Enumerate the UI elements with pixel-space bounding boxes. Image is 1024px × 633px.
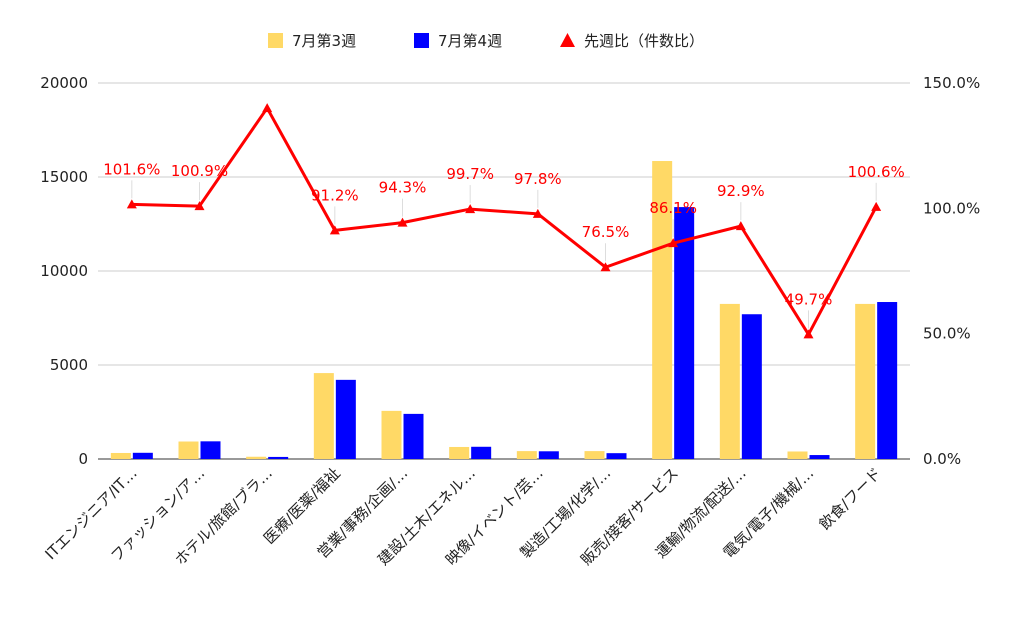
left-tick-label: 15000 xyxy=(40,168,88,186)
bar-week3 xyxy=(584,451,605,459)
bar-week3 xyxy=(313,373,334,459)
ratio-point xyxy=(126,199,137,209)
data-label: 76.5% xyxy=(582,223,630,241)
ratio-point xyxy=(871,201,882,211)
data-label: 99.7% xyxy=(446,165,494,183)
data-label: 94.3% xyxy=(379,179,427,197)
ratio-point xyxy=(668,238,679,248)
data-labels: 101.6% 100.9% 91.2% 94.3% 99.7% 97.8% 76.5% 86.… xyxy=(103,160,905,329)
bar-week3 xyxy=(246,456,267,459)
legend-label-2: 先週比（件数比） xyxy=(584,32,704,50)
legend-label-0: 7月第3週 xyxy=(292,32,356,50)
data-label: 100.9% xyxy=(171,162,228,180)
bar-week4 xyxy=(674,207,695,459)
gridlines xyxy=(98,82,910,460)
legend: 7月第3週 7月第4週 先週比（件数比） xyxy=(268,32,704,50)
bar-week3 xyxy=(110,452,131,459)
legend-swatch-1 xyxy=(414,33,429,48)
x-axis-categories: ITエンジニア/IT…ファッション/ア…ホテル/旅館/ブラ…医療/医薬/福祉営業… xyxy=(42,464,885,569)
bar-week4 xyxy=(877,302,898,459)
bar-week4 xyxy=(403,413,424,459)
ratio-point xyxy=(465,204,476,214)
left-tick-label: 0 xyxy=(78,450,88,468)
bar-week3 xyxy=(787,451,808,459)
legend-label-1: 7月第4週 xyxy=(438,32,502,50)
data-label: 97.8% xyxy=(514,170,562,188)
right-tick-label: 0.0% xyxy=(923,450,961,468)
right-tick-label: 50.0% xyxy=(923,325,971,343)
bar-week4 xyxy=(606,453,627,459)
ratio-line xyxy=(126,103,882,339)
left-tick-label: 20000 xyxy=(40,74,88,92)
bar-week3 xyxy=(178,441,199,459)
bar-week4 xyxy=(132,452,153,459)
right-tick-label: 150.0% xyxy=(923,74,980,92)
left-tick-label: 10000 xyxy=(40,262,88,280)
ratio-point xyxy=(194,201,205,211)
ratio-point xyxy=(329,225,340,235)
ratio-point xyxy=(532,208,543,218)
bar-week3 xyxy=(449,446,470,459)
ratio-point xyxy=(600,262,611,272)
bar-week4 xyxy=(809,455,830,459)
bar-week4 xyxy=(335,379,356,459)
left-tick-label: 5000 xyxy=(50,356,88,374)
ratio-line-path xyxy=(131,106,878,336)
bar-week4 xyxy=(268,456,289,459)
category-label: 飲食/フード xyxy=(816,464,885,533)
data-label: 91.2% xyxy=(311,186,359,204)
data-label: 101.6% xyxy=(103,160,160,178)
right-y-axis: 0.0% 50.0% 100.0% 150.0% xyxy=(923,74,980,468)
bar-week4 xyxy=(471,446,492,459)
ratio-point xyxy=(803,329,814,339)
data-label: 100.6% xyxy=(848,163,905,181)
bar-week4 xyxy=(200,441,221,459)
right-tick-label: 100.0% xyxy=(923,199,980,217)
bars xyxy=(110,161,898,459)
ratio-point xyxy=(397,217,408,227)
data-label: 49.7% xyxy=(785,290,833,308)
legend-marker-2 xyxy=(560,33,575,47)
bar-week4 xyxy=(741,314,762,459)
bar-week3 xyxy=(855,303,876,459)
data-label: 86.1% xyxy=(649,199,697,217)
ratio-point xyxy=(262,103,273,113)
bar-week3 xyxy=(381,410,402,459)
bar-week3 xyxy=(516,451,537,459)
bar-week4 xyxy=(538,451,559,459)
legend-swatch-0 xyxy=(268,33,283,48)
bar-week3 xyxy=(719,303,740,459)
data-label: 92.9% xyxy=(717,182,765,200)
left-y-axis: 0 5000 10000 15000 20000 xyxy=(40,74,88,468)
ratio-point xyxy=(735,221,746,231)
bar-week3 xyxy=(652,161,673,459)
